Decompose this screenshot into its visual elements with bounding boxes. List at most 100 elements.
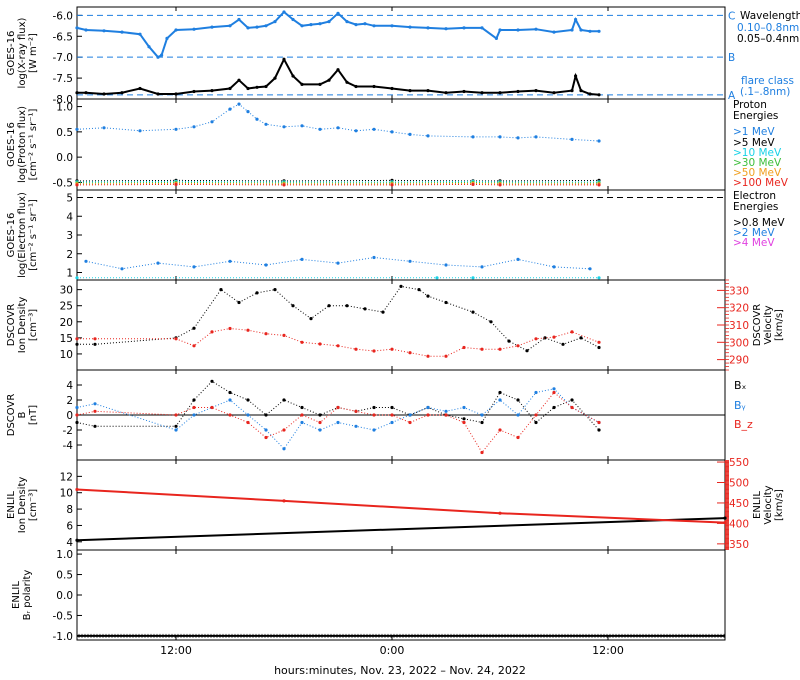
- data-point: [237, 17, 241, 22]
- data-point: [525, 349, 529, 353]
- data-point: [471, 310, 475, 314]
- data-point: [494, 36, 498, 41]
- data-point: [75, 538, 79, 542]
- data-point: [426, 26, 430, 30]
- data-point: [354, 409, 358, 413]
- data-point: [174, 424, 178, 428]
- panel-frame: [76, 189, 726, 281]
- data-point: [408, 420, 412, 425]
- y-tick-label-right: 500: [729, 478, 749, 490]
- data-point: [192, 265, 196, 269]
- legend-by: Bᵧ: [734, 399, 746, 412]
- data-point: [408, 132, 412, 136]
- electron-legend-2mev: >2 MeV: [733, 227, 775, 239]
- data-line: [76, 182, 599, 185]
- data-point: [318, 22, 322, 26]
- data-point: [93, 402, 97, 406]
- data-point: [210, 379, 214, 383]
- data-point: [327, 78, 331, 82]
- y-axis-label: [nT]: [28, 405, 39, 425]
- data-point: [174, 337, 178, 341]
- y-tick-label: 12: [60, 471, 73, 483]
- data-point: [534, 27, 538, 31]
- data-point: [498, 135, 502, 139]
- proton-legend-1mev: >1 MeV: [733, 126, 775, 138]
- data-point: [102, 126, 106, 130]
- data-point: [255, 25, 259, 29]
- data-point: [327, 20, 331, 24]
- data-point: [147, 45, 151, 49]
- electron-legend-4mev: >4 MeV: [733, 237, 775, 249]
- data-point: [336, 420, 340, 425]
- data-point: [291, 17, 295, 22]
- series-enlil_polarity-polarity: [77, 633, 725, 638]
- data-point: [246, 328, 250, 332]
- data-point: [192, 125, 196, 129]
- proton-legend-5mev: >5 MeV: [733, 137, 775, 149]
- data-point: [408, 351, 412, 355]
- data-point: [570, 28, 574, 32]
- y-tick-label: 10: [60, 349, 73, 361]
- data-point: [120, 267, 124, 271]
- data-point: [192, 326, 196, 330]
- data-point: [93, 409, 97, 413]
- proton-legend-50mev: >50 MeV: [733, 167, 782, 179]
- electron-legend-title-2: Energies: [733, 201, 778, 213]
- wavelength-legend-title: Wavelength: [740, 10, 800, 22]
- data-point: [160, 53, 164, 57]
- data-point: [372, 127, 376, 131]
- data-point: [219, 288, 223, 292]
- data-line: [76, 183, 599, 186]
- data-point: [597, 420, 601, 425]
- y-axis-label: Ion Density: [17, 477, 28, 534]
- panel-proton: 1.0 0.5 0.0 -0.5 GOES-16 log(Proton flux) [cm⁻…: [6, 98, 726, 191]
- data-point: [534, 413, 538, 417]
- data-point: [426, 354, 430, 358]
- data-point: [327, 304, 331, 308]
- data-line: [77, 327, 600, 357]
- y-axis-label: [cm⁻³]: [28, 309, 39, 341]
- data-point: [174, 92, 178, 96]
- data-point: [462, 417, 466, 421]
- y-tick-label: -6.5: [53, 31, 74, 43]
- data-point: [579, 89, 583, 93]
- series-dscovr_plasma-density: [75, 284, 601, 353]
- proton-legend-10mev: >10 MeV: [733, 147, 782, 159]
- y-tick-label: -6.0: [53, 10, 74, 22]
- flare-level-label: A: [728, 90, 736, 102]
- data-point: [534, 135, 538, 139]
- data-point: [552, 265, 556, 269]
- data-point: [228, 390, 232, 395]
- data-point: [345, 80, 349, 84]
- y-tick-label: 25: [60, 301, 73, 313]
- data-point: [345, 304, 349, 308]
- data-point: [372, 405, 376, 410]
- series-electron--2-mev: [84, 255, 592, 271]
- data-point: [516, 344, 520, 348]
- data-point: [273, 76, 277, 80]
- data-point: [507, 339, 511, 343]
- series-xray-0-05-0-4nm: [75, 57, 601, 97]
- y-axis-label: log(X-ray flux): [17, 17, 28, 88]
- data-line: [77, 285, 600, 352]
- data-point: [516, 136, 520, 140]
- data-point: [210, 405, 214, 410]
- data-point: [723, 516, 727, 520]
- data-point: [246, 413, 250, 417]
- data-point: [228, 86, 232, 91]
- y-tick-label: -7.5: [53, 73, 74, 85]
- y-tick-label: 20: [60, 317, 73, 329]
- data-point: [390, 86, 394, 91]
- data-point: [417, 288, 421, 292]
- data-point: [426, 405, 430, 410]
- data-point: [300, 413, 304, 417]
- data-point: [597, 345, 601, 350]
- data-point: [264, 84, 268, 89]
- data-point: [597, 139, 601, 143]
- data-point: [246, 110, 250, 114]
- data-point: [228, 413, 232, 417]
- data-line: [76, 380, 600, 431]
- x-tick-label: 0:00: [380, 644, 405, 657]
- data-point: [138, 32, 142, 36]
- data-point: [282, 125, 286, 129]
